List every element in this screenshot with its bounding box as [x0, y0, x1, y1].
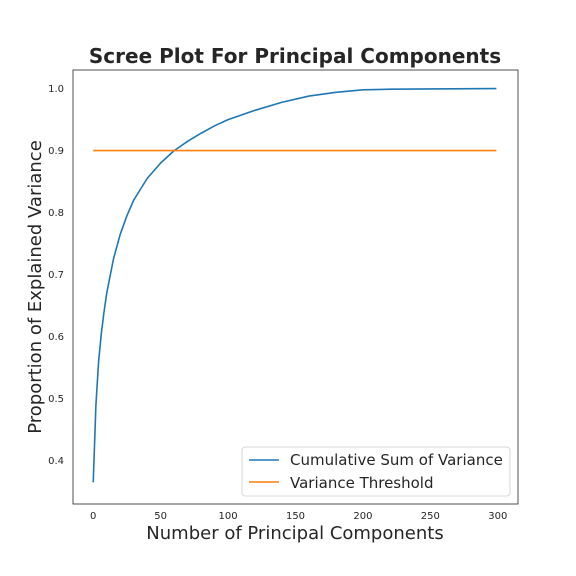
y-tick-label: 0.9 [48, 146, 64, 157]
legend-box [241, 446, 511, 497]
y-axis-label: Proportion of Explained Variance [25, 140, 46, 434]
chart-title: Scree Plot For Principal Components [89, 44, 501, 68]
y-tick-label: 0.4 [48, 456, 64, 467]
x-axis-label: Number of Principal Components [146, 523, 443, 544]
y-tick-label: 0.7 [48, 270, 64, 281]
y-tick-label: 0.5 [48, 394, 64, 405]
plot-area [72, 69, 519, 505]
x-tick-label: 150 [286, 511, 305, 522]
legend-label-threshold: Variance Threshold [290, 474, 434, 492]
x-tick-label: 250 [421, 511, 440, 522]
legend-label-cumulative: Cumulative Sum of Variance [290, 451, 503, 469]
legend: Cumulative Sum of Variance Variance Thre… [241, 446, 511, 497]
y-tick-label: 1.0 [48, 84, 64, 95]
x-axis-ticks: 0 50 100 150 200 250 300 [90, 511, 507, 522]
y-tick-label: 0.8 [48, 208, 64, 219]
x-tick-label: 300 [488, 511, 507, 522]
x-tick-label: 200 [353, 511, 372, 522]
series-layer [92, 87, 497, 483]
x-tick-label: 0 [90, 511, 96, 522]
y-tick-label: 0.6 [48, 332, 64, 343]
x-tick-label: 100 [219, 511, 238, 522]
x-tick-label: 50 [154, 511, 167, 522]
y-axis-ticks: 0.4 0.5 0.6 0.7 0.8 0.9 1.0 [48, 84, 64, 467]
